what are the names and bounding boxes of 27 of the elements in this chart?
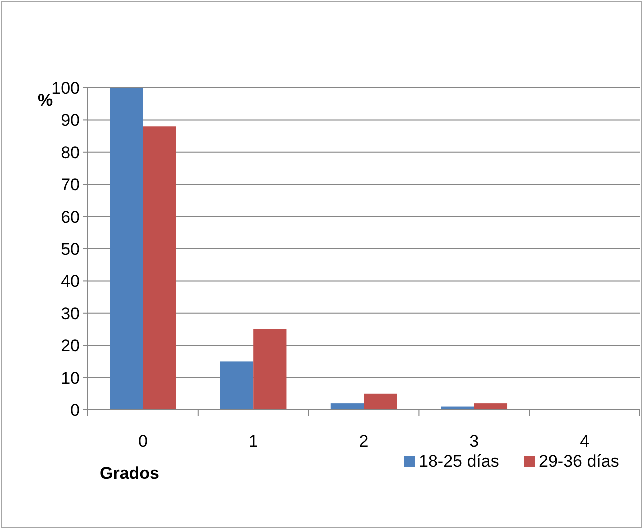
y-tick-label: 30 [61,304,80,324]
bar [143,126,176,410]
x-tick-label: 0 [138,432,148,451]
legend-label: 18-25 días [419,452,500,471]
x-tick-label: 4 [580,432,590,451]
y-tick-label: 90 [61,111,80,130]
y-tick-label: 80 [61,143,80,162]
y-axis-title: % [38,91,54,110]
y-tick-label: 100 [52,78,80,98]
y-tick-label: 0 [70,400,80,420]
legend-label: 29-36 días [539,452,620,471]
bar [330,404,364,410]
bar [254,330,287,410]
bar [364,394,398,410]
bar [474,404,508,410]
bar [220,362,254,410]
y-tick-label: 20 [61,336,80,356]
x-tick-label: 1 [248,432,258,451]
y-tick-label: 10 [61,368,80,388]
x-tick-label: 2 [359,432,369,451]
bar [110,88,144,410]
x-axis-title: Grados [100,464,160,483]
y-tick-label: 70 [61,176,80,195]
x-tick-label: 3 [470,432,480,451]
y-tick-label: 50 [61,240,80,259]
y-tick-label: 40 [61,272,80,292]
y-tick-label: 60 [61,208,80,227]
